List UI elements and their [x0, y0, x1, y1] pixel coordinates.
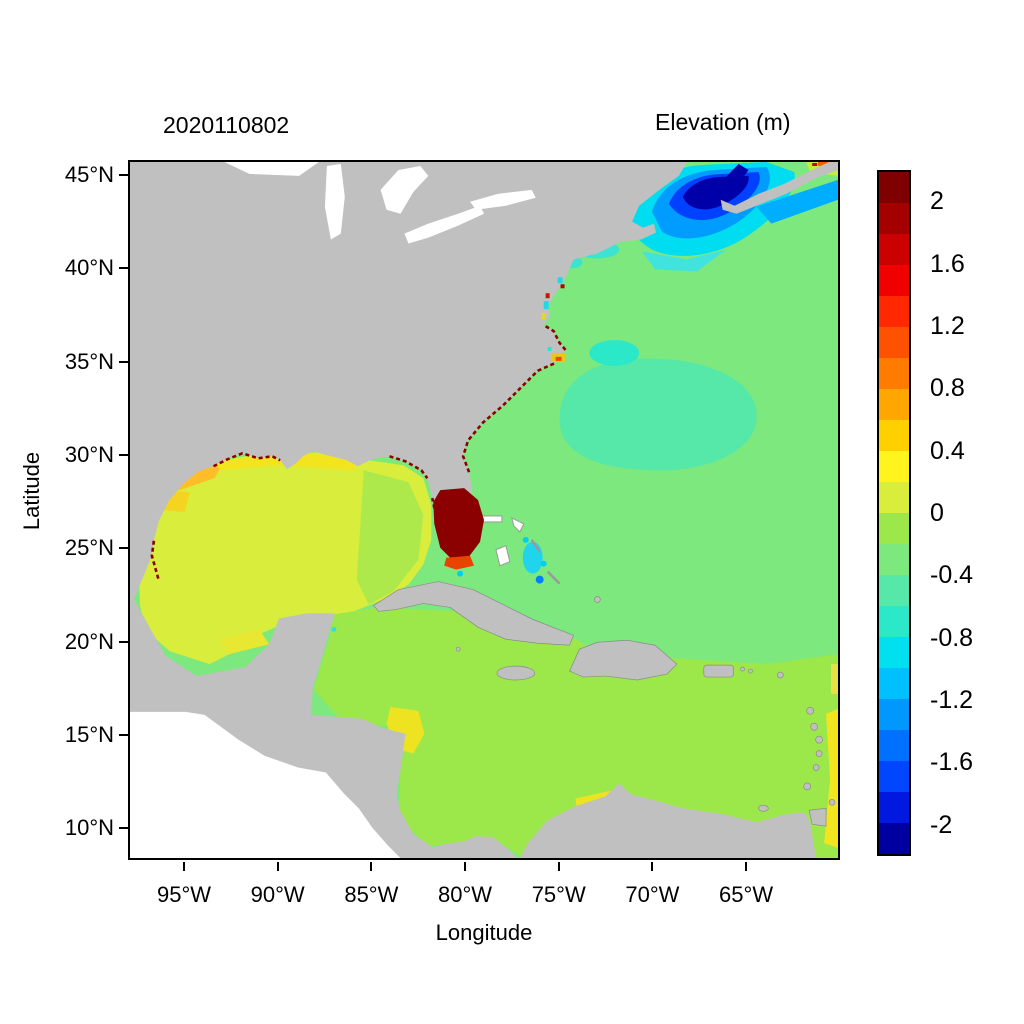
x-tick-mark	[557, 862, 560, 871]
colorbar-tick-label: -0.8	[930, 623, 974, 652]
southeast-edge-warm-strip	[824, 708, 838, 849]
plot-variable-title: Elevation (m)	[655, 109, 791, 135]
colorbar-swatch	[879, 606, 909, 637]
bahamas-islands	[479, 515, 561, 585]
lake-michigan	[324, 163, 345, 240]
south-america-landmass	[519, 783, 817, 858]
x-tick-mark	[370, 862, 373, 871]
y-tick-mark	[119, 733, 128, 736]
colorbar-swatch	[879, 172, 909, 203]
colorbar-tick-label: -2	[930, 810, 953, 839]
gulf-of-mexico-region	[137, 452, 432, 665]
x-tick-label: 80°W	[438, 882, 493, 907]
colorbar-swatch	[879, 203, 909, 234]
colorbar-swatch	[879, 792, 909, 823]
y-tick-mark	[119, 360, 128, 363]
lake-superior	[224, 162, 319, 176]
colorbar-tick-label: 0.4	[930, 436, 965, 465]
x-tick-label: 65°W	[719, 882, 774, 907]
y-tick-label: 40°N	[64, 255, 114, 281]
jamaica-island	[496, 665, 536, 681]
y-tick-label: 35°N	[64, 348, 114, 374]
gulf-east-green-tongue	[356, 470, 424, 605]
east-edge-warm-dot	[831, 664, 838, 694]
pacific-no-data-region	[130, 711, 401, 858]
y-tick-mark	[119, 547, 128, 550]
estuary-speckles	[331, 277, 566, 632]
colorbar-tick-label: 0	[930, 499, 944, 527]
colorbar-swatch	[879, 358, 909, 389]
colorbar-tick-label: -1.6	[930, 748, 974, 777]
y-tick-label: 45°N	[64, 162, 114, 187]
map-canvas	[130, 162, 838, 858]
slope-water-aqua-patch	[589, 339, 640, 366]
gulf-of-maine-anomaly	[631, 162, 838, 272]
colorbar-swatch	[879, 575, 909, 606]
colorbar-swatch	[879, 482, 909, 513]
hispaniola-island	[569, 639, 678, 681]
colorbar-tick-label: 1.6	[930, 249, 965, 278]
colorbar-tick-label: -1.2	[930, 686, 974, 715]
y-tick-label: 30°N	[64, 441, 114, 467]
colorbar-tick-label: -0.4	[930, 561, 974, 590]
campeche-yellow-hint	[219, 629, 270, 655]
lake-ontario	[470, 189, 536, 210]
colorbar-swatch	[879, 451, 909, 482]
colorbar-swatch	[879, 544, 909, 575]
y-tick-mark	[119, 640, 128, 643]
y-tick-label: 20°N	[64, 628, 114, 654]
colorbar-swatch	[879, 296, 909, 327]
colorbar-swatches	[877, 170, 911, 856]
caribbean-islands	[373, 581, 753, 681]
x-tick-mark	[183, 862, 185, 871]
x-tick-label: 90°W	[250, 882, 305, 907]
colorbar-swatch	[879, 389, 909, 420]
y-tick-mark	[119, 267, 128, 270]
colorbar-swatch	[879, 668, 909, 699]
lake-erie	[404, 205, 484, 244]
colorbar-swatch	[879, 699, 909, 730]
x-tick-label: 95°W	[156, 882, 212, 907]
puerto-rico-island	[703, 664, 734, 678]
x-tick-label: 70°W	[625, 882, 680, 907]
x-tick-mark	[651, 862, 654, 871]
colorbar-swatch	[879, 823, 909, 854]
colorbar-swatch	[879, 761, 909, 792]
colorbar-swatch	[879, 513, 909, 544]
y-tick-label: 10°N	[64, 815, 114, 841]
lake-huron	[380, 165, 429, 214]
colorbar-swatch	[879, 637, 909, 668]
colorbar-swatch	[879, 234, 909, 265]
x-tick-mark	[276, 862, 279, 871]
y-tick-mark	[119, 453, 128, 456]
y-tick-mark	[119, 174, 128, 176]
plot-frame	[128, 160, 840, 860]
colorbar-tick-label: 1.2	[930, 311, 965, 340]
colorbar-swatch	[879, 265, 909, 296]
lesser-antilles-islands	[758, 671, 836, 827]
south-florida-anomaly	[433, 488, 484, 577]
x-axis-title: Longitude	[435, 920, 533, 945]
colorbar-tick-label: 2	[930, 187, 944, 216]
y-tick-label: 15°N	[64, 721, 114, 747]
plot-timestamp-title: 2020110802	[163, 112, 290, 138]
nova-scotia-landmass	[720, 162, 838, 214]
y-tick-mark	[119, 827, 128, 830]
colorbar-tick-label: 0.8	[930, 374, 965, 403]
north-america-landmass	[130, 162, 687, 858]
atlantic-cool-patch	[559, 358, 757, 471]
x-tick-mark	[745, 862, 748, 871]
cuba-island	[373, 581, 574, 646]
x-tick-label: 75°W	[531, 882, 586, 907]
trinidad-island	[808, 807, 827, 827]
great-lakes	[224, 162, 536, 244]
colorbar-swatch	[879, 327, 909, 358]
colorbar-swatch	[879, 730, 909, 761]
colorbar-swatch	[879, 420, 909, 451]
x-tick-label: 85°W	[344, 882, 399, 907]
coastal-surge-speckles	[150, 323, 567, 581]
y-tick-label: 25°N	[64, 535, 114, 561]
x-tick-mark	[464, 862, 467, 871]
